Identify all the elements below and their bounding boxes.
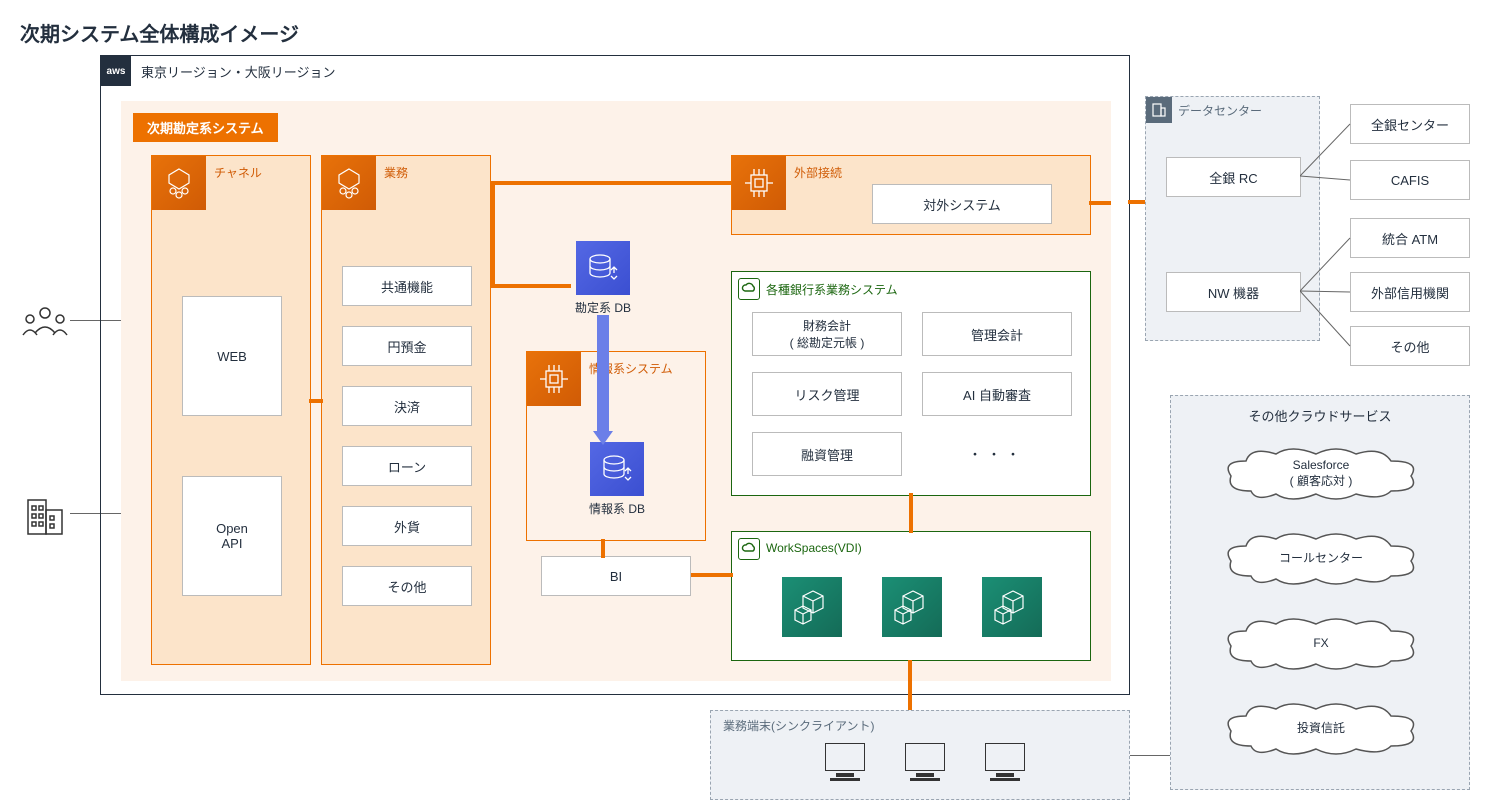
connector [1089,201,1111,205]
cloud-services-label: その他クラウドサービス [1171,406,1469,425]
node-loan: ローン [342,446,472,486]
node-mgmt-accounting: 管理会計 [922,312,1072,356]
compute-icon [527,352,581,406]
external-connect-group: 外部接続 対外システム [731,155,1091,235]
node-other: その他 [342,566,472,606]
node-bi: BI [541,556,691,596]
db-core-icon [576,241,630,295]
datacenter-box: データセンター 全銀 RC NW 機器 [1145,96,1320,341]
aws-logo-icon: aws [101,56,131,86]
info-system-group: 情報系システム 情報系 DB [526,351,706,541]
connector [491,284,571,288]
cloud-callcenter: コールセンター [1221,531,1421,586]
cloud-check-icon [738,538,760,560]
cloud-fx: FX [1221,616,1421,671]
datacenter-icon [1146,97,1172,123]
terminal-icon [981,743,1029,787]
arrow-shaft [597,315,609,435]
channel-group: チャネル WEB Open API [151,155,311,665]
connector [1130,755,1170,756]
ext-cafis: CAFIS [1350,160,1470,200]
page-title: 次期システム全体構成イメージ [20,18,299,47]
banking-systems-label: 各種銀行系業務システム [766,281,898,298]
cloud-salesforce: Salesforce ( 顧客応対 ) [1221,446,1421,501]
workspace-cube-icon [782,577,842,637]
node-common: 共通機能 [342,266,472,306]
ext-zengin-center: 全銀センター [1350,104,1470,144]
node-finance: 財務会計 ( 総勘定元帳 ) [752,312,902,356]
connector [309,399,323,403]
datacenter-label: データセンター [1178,102,1262,119]
aws-region-box: aws 東京リージョン・大阪リージョン 次期勘定系システム チャネル WEB O… [100,55,1130,695]
terminal-icon [821,743,869,787]
external-connect-label: 外部接続 [794,164,842,181]
workspace-cube-icon [882,577,942,637]
db-info-icon [590,442,644,496]
node-nw: NW 機器 [1166,272,1301,312]
workspaces-group: WorkSpaces(VDI) [731,531,1091,661]
node-risk: リスク管理 [752,372,902,416]
ext-other: その他 [1350,326,1470,366]
terminal-icon [901,743,949,787]
node-openapi: Open API [182,476,282,596]
workspace-cube-icon [982,577,1042,637]
terminals-label: 業務端末(シンクライアント) [723,717,875,734]
core-system-box: 次期勘定系システム チャネル WEB Open API 業務 共通機能 [121,101,1111,681]
connector [908,660,912,712]
business-group: 業務 共通機能 円預金 決済 ローン 外貨 その他 [321,155,491,665]
node-external-system: 対外システム [872,184,1052,224]
node-ai-screening: AI 自動審査 [922,372,1072,416]
cloud-services-box: その他クラウドサービス Salesforce ( 顧客応対 ) コールセンター … [1170,395,1470,790]
compute-icon [732,156,786,210]
node-ellipsis: ・・・ [922,444,1072,463]
channel-label: チャネル [214,164,262,181]
node-zengin-rc: 全銀 RC [1166,157,1301,197]
cloud-check-icon [738,278,760,300]
terminals-box: 業務端末(シンクライアント) [710,710,1130,800]
node-fx: 外貨 [342,506,472,546]
connector [491,181,731,185]
ext-credit: 外部信用機関 [1350,272,1470,312]
ext-atm: 統合 ATM [1350,218,1470,258]
cloud-trust: 投資信託 [1221,701,1421,756]
eks-icon [152,156,206,210]
db-info-label: 情報系 DB [582,500,652,517]
db-core-label: 勘定系 DB [568,299,638,316]
connector [691,573,733,577]
node-yen: 円預金 [342,326,472,366]
aws-region-label: 東京リージョン・大阪リージョン [141,62,335,81]
core-system-label: 次期勘定系システム [133,113,278,142]
node-web: WEB [182,296,282,416]
users-icon [20,300,70,350]
eks-icon [322,156,376,210]
node-settlement: 決済 [342,386,472,426]
node-loan-mgmt: 融資管理 [752,432,902,476]
connector [601,539,605,558]
connector [491,181,495,288]
workspaces-label: WorkSpaces(VDI) [766,541,862,555]
banking-systems-group: 各種銀行系業務システム 財務会計 ( 総勘定元帳 ) 管理会計 リスク管理 AI… [731,271,1091,496]
building-icon [20,490,70,540]
business-label: 業務 [384,164,408,181]
connector [909,493,913,533]
arrow-down-icon [593,431,613,445]
